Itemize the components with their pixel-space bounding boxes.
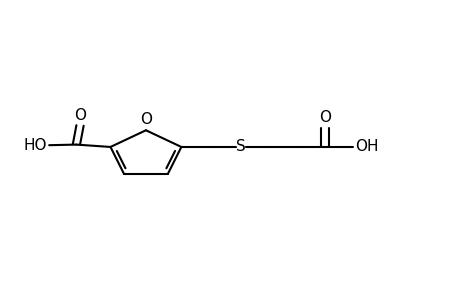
Text: O: O [140,112,151,127]
Text: O: O [319,110,330,125]
Text: OH: OH [355,140,378,154]
Text: HO: HO [23,138,47,153]
Text: S: S [235,140,245,154]
Text: O: O [74,108,86,123]
